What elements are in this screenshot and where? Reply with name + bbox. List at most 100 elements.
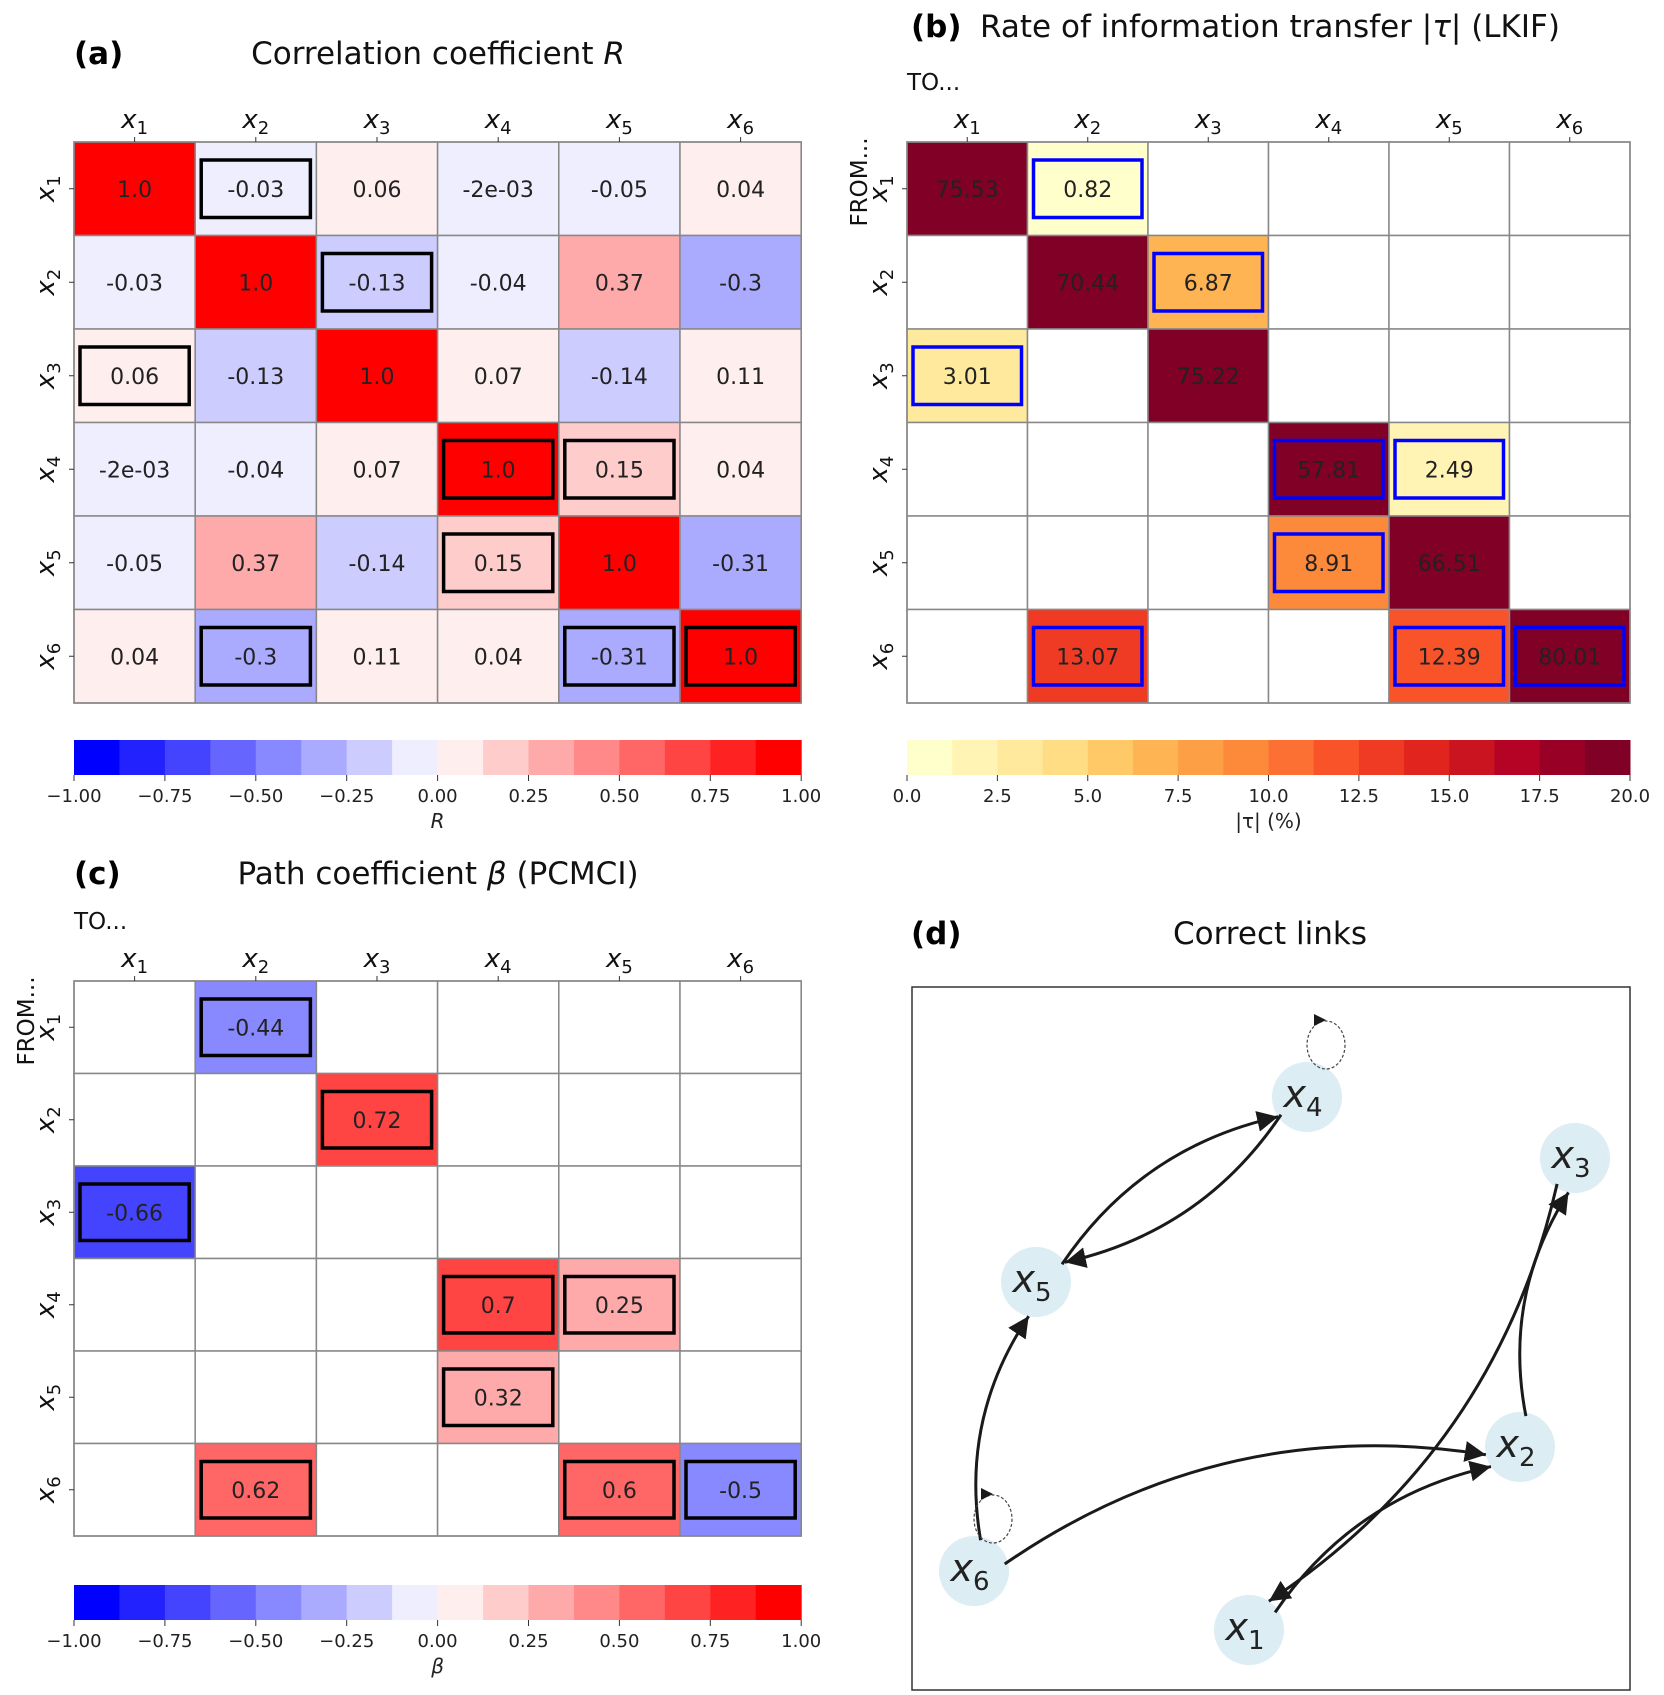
highlight-box: [563, 1459, 676, 1520]
cell-value: -0.5: [719, 1479, 762, 1504]
heatmap-cell: [73, 515, 196, 611]
cell-value: 0.07: [353, 458, 402, 483]
colorbar-bin: [392, 1585, 439, 1620]
cell-value: 6.87: [1184, 271, 1233, 296]
colorbar-bin: [755, 1585, 802, 1620]
colorbar-tick-label: −0.50: [228, 1631, 283, 1652]
panel-c-title: Path coefficient β (PCMCI): [237, 856, 638, 892]
colorbar-bin: [255, 740, 302, 775]
heatmap-cell: [315, 1072, 439, 1167]
colorbar-tick-label: −0.50: [228, 786, 283, 807]
graph-node-x6: [939, 1536, 1009, 1606]
x-tick-label: x5: [1435, 105, 1463, 139]
y-tick-label: x2: [31, 269, 65, 297]
cell-value: 0.37: [231, 552, 280, 577]
heatmap-cell: [315, 1350, 439, 1445]
heatmap-cell: [436, 141, 560, 237]
y-tick-label: x6: [31, 643, 65, 671]
graph-edge-x6-x5: [974, 1315, 1030, 1541]
colorbar-bin: [1584, 740, 1631, 775]
colorbar-tick-label: 1.00: [781, 786, 821, 807]
colorbar-bin: [437, 1585, 484, 1620]
heatmap-cell: [436, 608, 560, 704]
heatmap-cell: [906, 234, 1029, 330]
heatmap-cell: [194, 1442, 318, 1537]
colorbar-tick-label: −0.25: [319, 786, 374, 807]
colorbar-bin: [1268, 740, 1315, 775]
colorbar-bin: [1178, 740, 1224, 775]
heatmap-cell: [315, 1442, 439, 1537]
heatmap-frame: [73, 141, 802, 704]
heatmap-cell: [436, 1350, 560, 1445]
cell-value: 0.25: [595, 1294, 644, 1319]
graph-node-label: x3: [1550, 1133, 1590, 1184]
heatmap-cell: [1147, 141, 1270, 237]
highlight-box: [563, 438, 676, 500]
heatmap-lkif: 75.53 0.82 70.44 6.87 3.01 75.22 57.81 2.49 8.91…: [847, 70, 1650, 833]
heatmap-cell: [679, 421, 802, 517]
heatmap-cell: [436, 421, 560, 517]
graph-edge-x5-x4: [1060, 1111, 1279, 1266]
colorbar-bin: [301, 740, 348, 775]
colorbar-tick-label: 10.0: [1248, 786, 1288, 807]
cell-value: 12.39: [1418, 645, 1481, 670]
cell-value: 1.0: [238, 271, 273, 296]
highlight-box: [441, 1274, 555, 1335]
highlight-box: [199, 997, 313, 1058]
cell-value: 0.6: [602, 1479, 637, 1504]
cell-value: 1.0: [481, 458, 516, 483]
self-loop-arrow-x4: [1314, 1014, 1326, 1026]
causal-graph: x1 x2 x3 x4 x5 x6: [911, 986, 1631, 1691]
heatmap-cell: [436, 1165, 560, 1260]
highlight-box: [320, 251, 434, 313]
colorbar-bin: [664, 740, 711, 775]
colorbar-bin: [664, 1585, 711, 1620]
heatmap-cell: [1147, 608, 1270, 704]
heatmap-cell: [558, 1072, 681, 1167]
cell-value: 2.49: [1425, 458, 1474, 483]
colorbar-tick-label: 20.0: [1610, 786, 1650, 807]
colorbar-bin: [952, 740, 998, 775]
colorbar-bin: [710, 1585, 757, 1620]
colorbar-label: β: [430, 1654, 444, 1678]
colorbar-tick-label: 1.00: [781, 1631, 821, 1652]
heatmap-cell: [1267, 515, 1390, 611]
colorbar-tick-label: 0.0: [893, 786, 922, 807]
heatmap-cell: [1147, 234, 1270, 330]
cell-value: 8.91: [1304, 552, 1353, 577]
graph-node-x2: [1485, 1412, 1555, 1482]
heatmap-pcmci: -0.44 0.72 -0.66 0.7 0.25 0.32 0.62 0.6 -0.5 x1 x2…: [14, 909, 821, 1678]
highlight-box: [1272, 438, 1385, 500]
to-axis-label: TO...: [73, 909, 127, 935]
heatmap-cell: [194, 980, 318, 1075]
highlight-box: [684, 1459, 797, 1520]
heatmap-cell: [679, 1165, 802, 1260]
y-tick-label: x3: [864, 362, 898, 390]
colorbar-bin: [573, 1585, 620, 1620]
colorbar-bin: [1449, 740, 1495, 775]
colorbar-tick-label: 0.00: [418, 1631, 458, 1652]
heatmap-cell: [1508, 515, 1631, 611]
highlight-box: [320, 1089, 434, 1150]
colorbar-bin: [1404, 740, 1450, 775]
highlight-box: [199, 1459, 313, 1520]
self-loop-arrow-x6: [981, 1488, 993, 1500]
colorbar-bin: [619, 1585, 666, 1620]
heatmap-cell: [558, 515, 681, 611]
heatmap-cell: [73, 141, 196, 237]
colorbar-tick-label: 0.75: [690, 786, 730, 807]
y-tick-label: x6: [31, 1476, 65, 1504]
heatmap-cell: [73, 1257, 196, 1352]
y-tick-label: x5: [31, 549, 65, 577]
graph-node-label: x1: [1224, 1605, 1264, 1656]
colorbar-tick-label: 0.75: [690, 1631, 730, 1652]
panel-d-label: (d): [911, 916, 962, 952]
heatmap-cell: [558, 1350, 681, 1445]
graph-node-label: x4: [1282, 1072, 1322, 1123]
colorbar-tick-label: 2.5: [983, 786, 1012, 807]
colorbar-bin: [1539, 740, 1586, 775]
heatmap-cell: [1026, 328, 1149, 424]
cell-value: 0.7: [481, 1294, 516, 1319]
heatmap-cell: [906, 608, 1029, 704]
cell-value: 3.01: [943, 365, 992, 390]
